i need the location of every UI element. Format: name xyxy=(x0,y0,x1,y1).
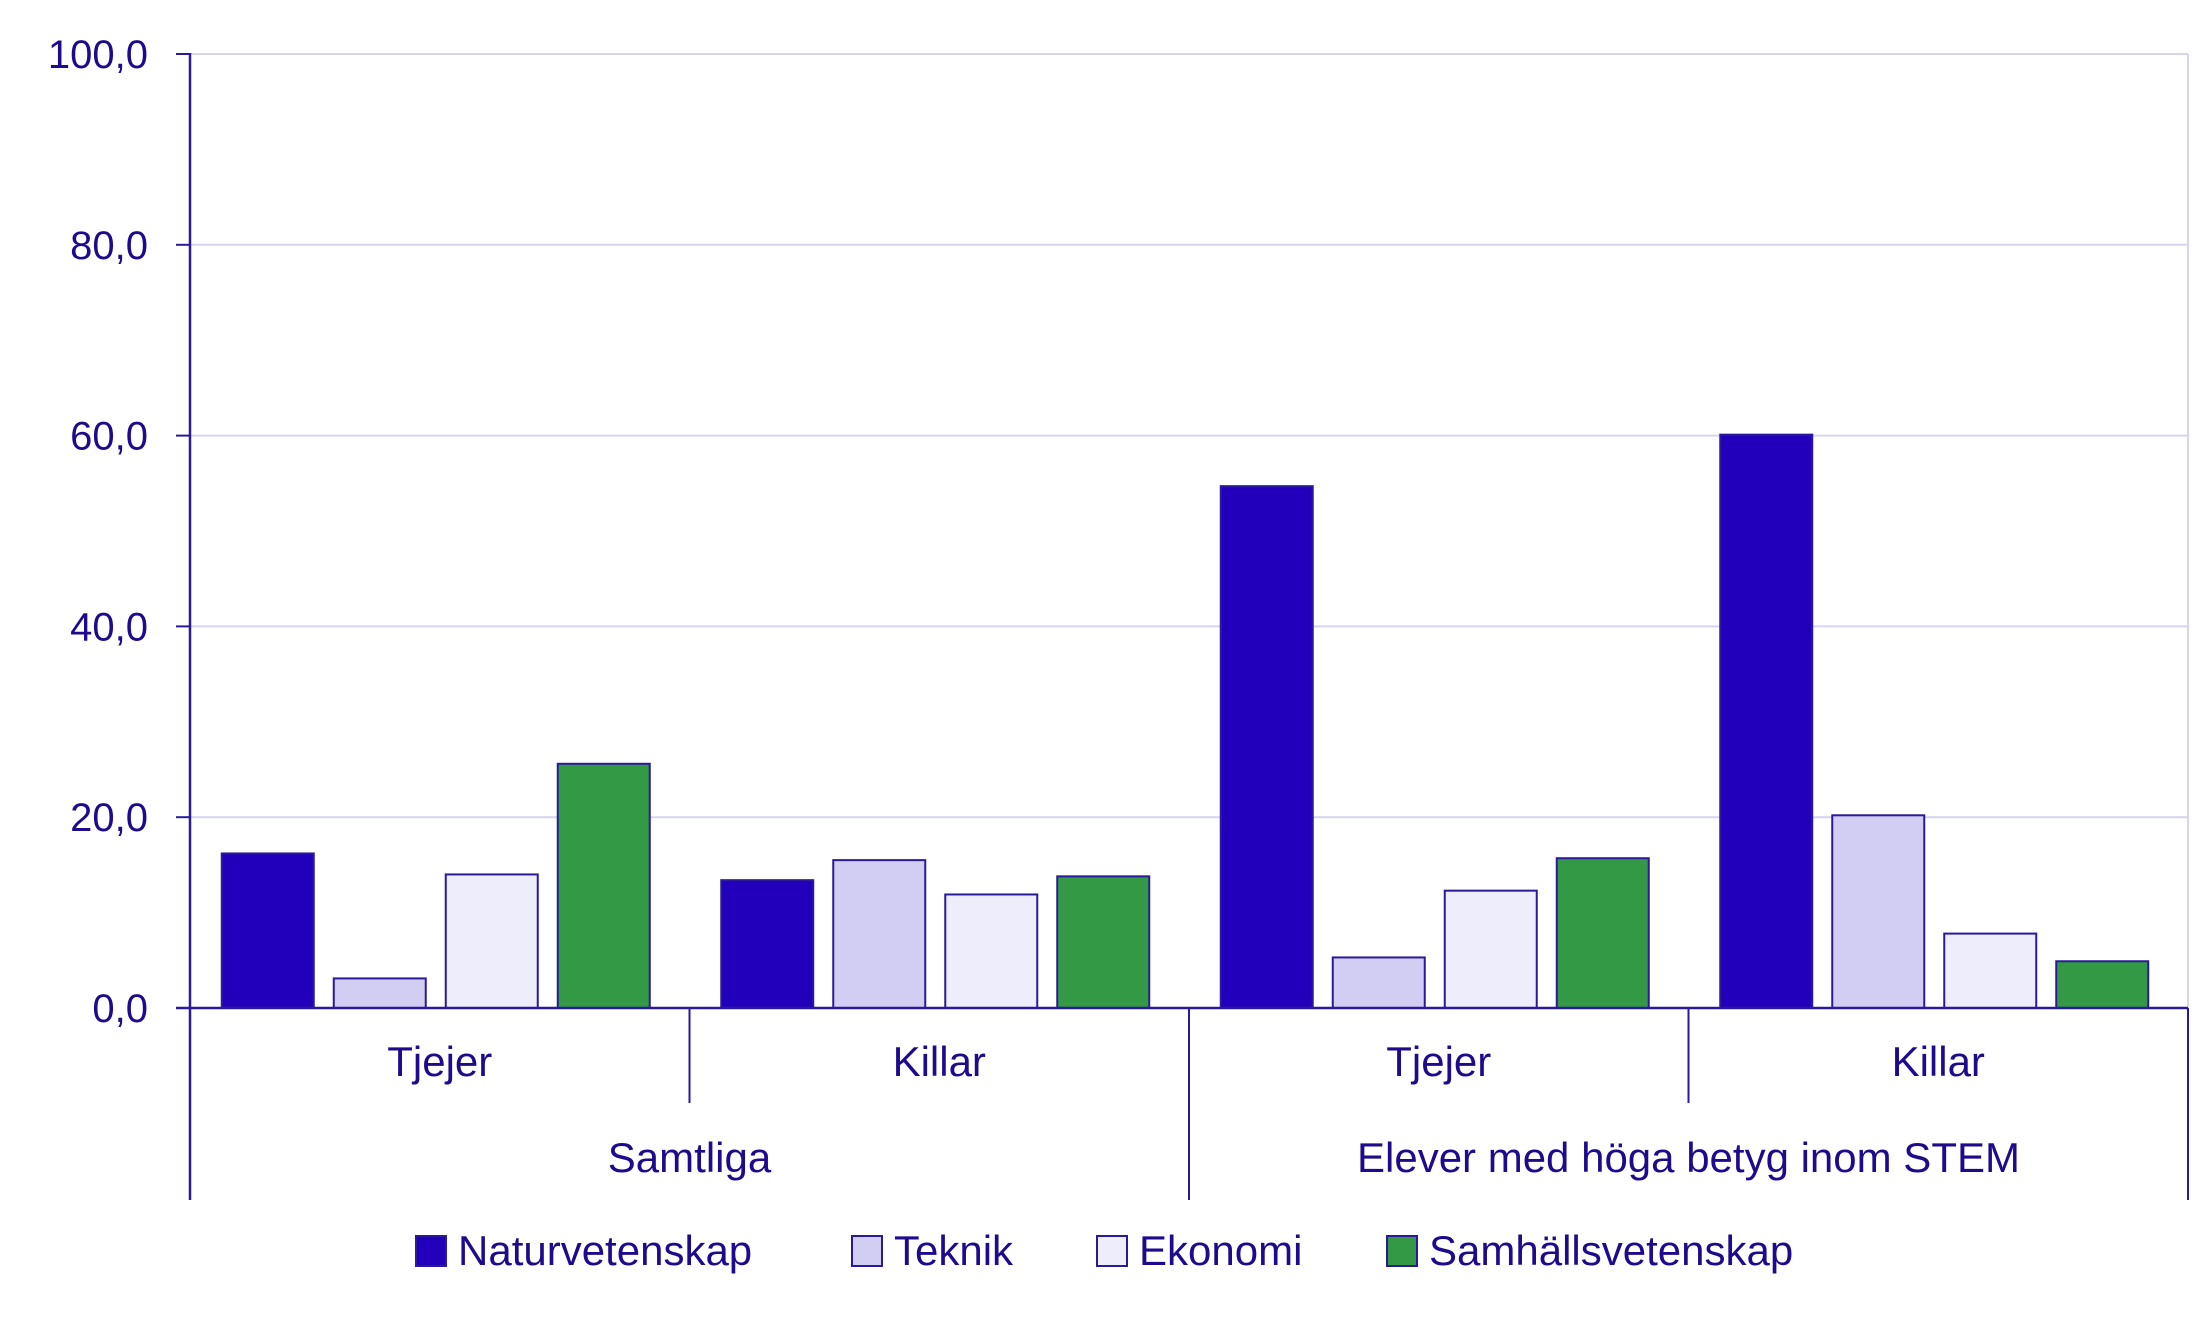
y-tick-label: 0,0 xyxy=(92,987,148,1031)
category-label: Killar xyxy=(1892,1038,1985,1085)
bar-naturvetenskap xyxy=(720,879,815,1009)
bar-naturvetenskap xyxy=(1719,433,1814,1009)
bar-ekonomi xyxy=(1443,889,1538,1010)
bar-teknik xyxy=(332,977,427,1010)
legend-item: Naturvetenskap xyxy=(415,1227,752,1274)
legend-swatch xyxy=(851,1235,883,1267)
legend-label: Ekonomi xyxy=(1139,1227,1302,1274)
category-label: Tjejer xyxy=(1386,1038,1491,1085)
bar-ekonomi xyxy=(444,873,539,1009)
bar-samhällsvetenskap xyxy=(556,762,651,1009)
legend-swatch xyxy=(1386,1235,1418,1267)
y-tick-label: 60,0 xyxy=(70,415,148,459)
legend-label: Naturvetenskap xyxy=(458,1227,752,1274)
bar-teknik xyxy=(1831,814,1926,1009)
legend-item: Teknik xyxy=(851,1227,1014,1274)
legend-item: Samhällsvetenskap xyxy=(1386,1227,1793,1274)
category-label: Killar xyxy=(893,1038,986,1085)
y-tick-label: 40,0 xyxy=(70,605,148,649)
category-label: Tjejer xyxy=(387,1038,492,1085)
legend-item: Ekonomi xyxy=(1096,1227,1302,1274)
group-label: Elever med höga betyg inom STEM xyxy=(1357,1134,2020,1181)
bar-teknik xyxy=(1331,956,1426,1009)
legend-swatch xyxy=(415,1235,447,1267)
legend-label: Samhällsvetenskap xyxy=(1429,1227,1793,1274)
axes xyxy=(176,53,2189,1200)
group-label: Samtliga xyxy=(608,1134,772,1181)
bar-samhällsvetenskap xyxy=(2055,960,2150,1010)
bar-samhällsvetenskap xyxy=(1056,875,1151,1010)
bars xyxy=(220,433,2150,1010)
bar-naturvetenskap xyxy=(220,852,315,1010)
bar-naturvetenskap xyxy=(1219,485,1314,1009)
y-tick-label: 100,0 xyxy=(48,33,148,77)
legend: Naturvetenskap Teknik Ekonomi Samhällsveten… xyxy=(415,1227,1793,1274)
legend-label: Teknik xyxy=(894,1227,1014,1274)
x-axis-labels: Tjejer Killar Tjejer Killar Samtliga Elever m… xyxy=(387,1038,2020,1181)
legend-swatch xyxy=(1096,1235,1128,1267)
y-axis-tick-labels: 0,0 20,0 40,0 60,0 80,0 100,0 xyxy=(48,33,148,1031)
bar-ekonomi xyxy=(1943,932,2038,1010)
bar-samhällsvetenskap xyxy=(1555,857,1650,1009)
bar-teknik xyxy=(832,859,927,1009)
bar-ekonomi xyxy=(944,893,1039,1009)
y-tick-label: 20,0 xyxy=(70,796,148,840)
y-tick-label: 80,0 xyxy=(70,224,148,268)
